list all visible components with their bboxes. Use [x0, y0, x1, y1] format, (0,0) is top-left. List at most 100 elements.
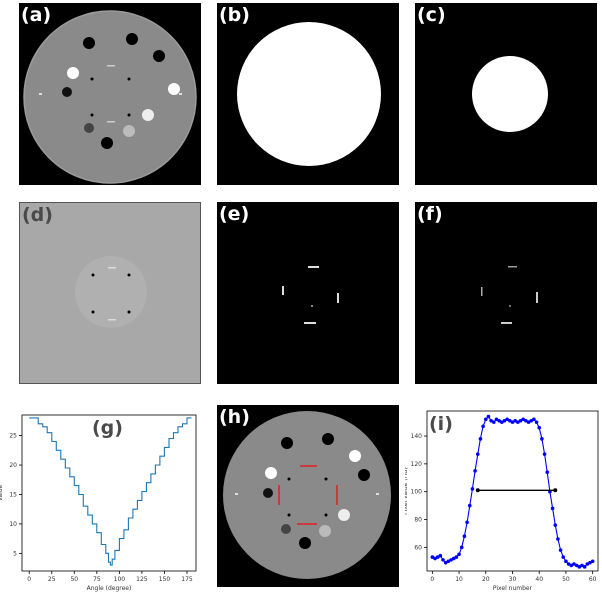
panel-label-d: (d): [22, 204, 53, 226]
data-point: [430, 555, 435, 559]
y-tick-label: 100: [411, 489, 423, 496]
speck: [311, 305, 313, 307]
ramp-segment: [282, 286, 284, 295]
pin: [127, 310, 131, 314]
panel-e: (e): [217, 202, 399, 384]
data-point: [558, 548, 563, 552]
data-point: [545, 470, 550, 475]
x-axis-label: Pixel number: [493, 585, 533, 592]
ramp: [107, 121, 115, 123]
data-point: [582, 565, 587, 569]
plot-frame: [21, 414, 197, 572]
insert: [358, 469, 370, 481]
data-point: [478, 437, 483, 441]
x-tick-label: 0: [27, 576, 31, 583]
insert: [153, 50, 165, 62]
data-point: [446, 559, 451, 564]
panel-c: (c): [415, 3, 597, 185]
panel-d: (d): [19, 202, 201, 384]
insert: [67, 67, 79, 79]
data-point: [451, 556, 456, 561]
x-tick-label: 50: [562, 576, 570, 583]
data-point: [486, 414, 491, 419]
phantom-rim: [23, 10, 197, 184]
x-tick-label: 0: [430, 576, 434, 583]
data-point: [566, 562, 571, 566]
insert: [281, 524, 291, 534]
data-point: [516, 420, 520, 424]
marker: [179, 93, 182, 95]
y-tick-label: 120: [411, 461, 423, 468]
data-point: [470, 487, 475, 491]
pin: [90, 77, 94, 81]
panel-label-f: (f): [417, 203, 443, 225]
insert: [168, 83, 180, 95]
mask-circle: [472, 56, 548, 132]
data-point: [443, 560, 448, 565]
ramp: [108, 267, 116, 269]
panel-h: (h): [217, 405, 399, 587]
series-line: [432, 415, 593, 568]
data-point: [475, 452, 480, 456]
ramp-segment: [536, 292, 538, 303]
data-point: [489, 418, 493, 423]
x-tick-label: 75: [93, 576, 101, 583]
y-axis-label: Value: [0, 484, 4, 501]
pin: [324, 513, 328, 517]
y-tick-label: 5: [13, 550, 17, 557]
insert: [263, 488, 273, 498]
data-point: [532, 417, 536, 422]
series-line: [29, 417, 192, 566]
data-point: [569, 563, 574, 568]
data-point: [577, 565, 582, 569]
panel-b-mask: [237, 22, 381, 166]
marker: [376, 493, 379, 495]
data-point: [497, 418, 501, 423]
data-point: [580, 563, 584, 568]
data-point: [518, 418, 523, 423]
data-point: [449, 558, 453, 562]
data-point: [574, 563, 579, 568]
data-point: [553, 523, 558, 527]
pin: [287, 513, 291, 517]
data-point: [588, 560, 592, 565]
data-point: [467, 503, 472, 508]
insert: [83, 37, 95, 49]
y-tick-label: 80: [414, 517, 422, 524]
insert: [299, 537, 311, 549]
pin: [127, 113, 131, 117]
data-point: [537, 425, 542, 430]
data-point: [441, 558, 445, 562]
x-tick-label: 20: [482, 576, 490, 583]
chart-g: 0 25 50 75 100 125 150 175 5 10 15 20 25 Angle (degre…: [0, 414, 197, 592]
data-point: [473, 469, 477, 473]
insert: [101, 137, 113, 149]
panel-label-i: (i): [429, 413, 453, 435]
y-tick-label: 25: [9, 433, 17, 440]
data-point: [481, 424, 485, 429]
chart-i: 0 10 20 30 40 50 60 60 80 100 120 140 Pixel number Pi…: [405, 410, 599, 592]
insert: [62, 87, 72, 97]
marker: [39, 93, 42, 95]
data-point: [542, 452, 547, 456]
fwhm-endpoint: [475, 488, 480, 493]
x-tick-label: 125: [136, 576, 148, 583]
x-tick-label: 10: [455, 576, 463, 583]
phantom-disk: [24, 11, 196, 183]
pin: [91, 273, 95, 277]
data-point: [572, 562, 576, 566]
insert: [265, 467, 277, 479]
panel-label-c: (c): [417, 4, 446, 26]
pin: [90, 113, 94, 117]
data-point: [526, 420, 531, 424]
panel-i: 0 10 20 30 40 50 60 60 80 100 120 140 Pixel number Pi…: [405, 405, 602, 592]
data-point: [564, 559, 568, 564]
data-point: [483, 417, 488, 422]
data-point: [454, 555, 459, 559]
data-point: [465, 520, 469, 525]
pin: [287, 477, 291, 481]
y-tick-label: 60: [414, 544, 422, 551]
speck: [509, 305, 511, 307]
phantom-disk: [223, 411, 391, 579]
data-point: [585, 562, 590, 566]
